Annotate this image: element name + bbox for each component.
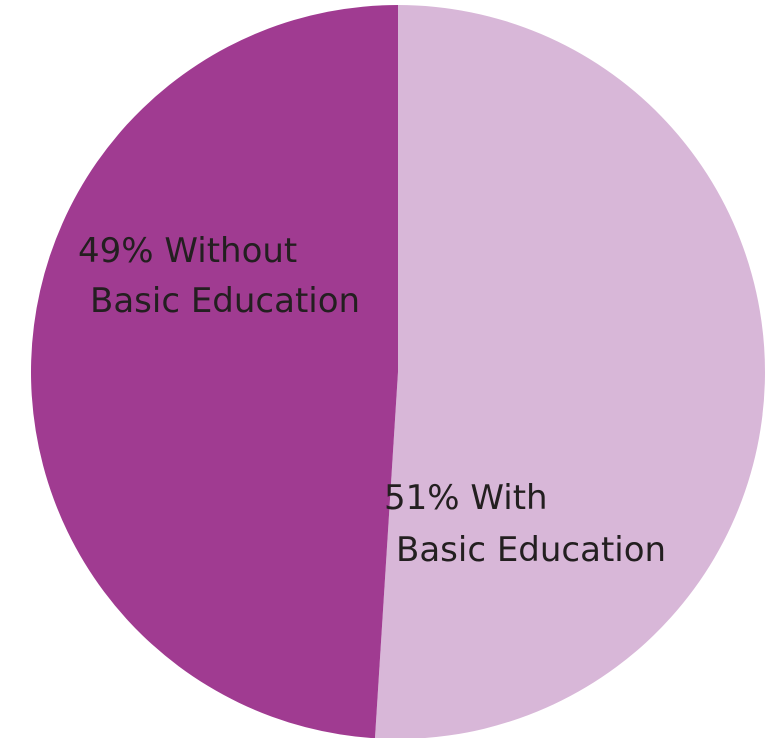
with-education-label-line2: Basic Education — [396, 530, 666, 570]
without-education-label-line2: Basic Education — [90, 281, 360, 321]
without-basic-education-slice — [31, 5, 398, 738]
with-education-label-line1: 51% With — [384, 478, 548, 518]
pie-slices — [31, 5, 765, 738]
without-education-label-line1: 49% Without — [78, 231, 297, 271]
with-basic-education-slice — [374, 5, 765, 738]
pie-labels: 49% Without Basic Education 51% With Bas… — [78, 231, 666, 570]
